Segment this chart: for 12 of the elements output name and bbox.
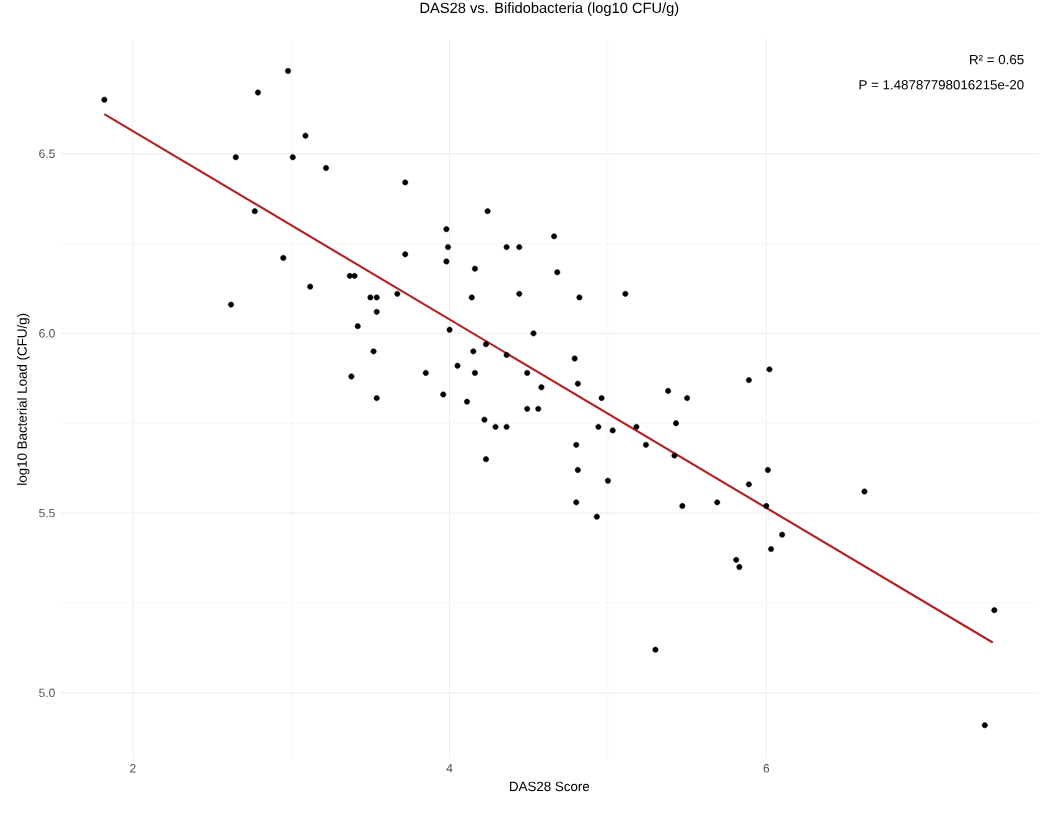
annotation: P = 1.48787798016215e-20: [859, 80, 1024, 90]
y-tick-label: 5.5: [39, 508, 55, 518]
y-tick-label: 6.5: [39, 149, 55, 158]
y-tick-label: 6.0: [39, 329, 55, 338]
x-tick-label: 6: [763, 764, 770, 773]
y-axis-title: log10 Bacterial Load (CFU/g): [17, 313, 30, 485]
y-tick-label: 5.0: [39, 688, 55, 698]
x-tick-label: 4: [446, 764, 453, 773]
chart-title: DAS28 vs. Bifidobacteria (log10 CFU/g): [420, 2, 679, 16]
x-axis-title: DAS28 Score: [510, 781, 590, 792]
annotation: R² = 0.65: [970, 54, 1024, 65]
x-tick-label: 2: [130, 764, 136, 773]
